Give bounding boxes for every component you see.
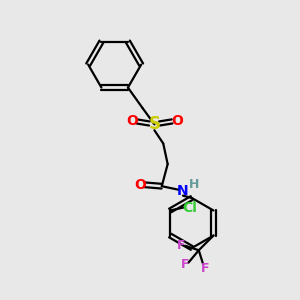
Text: S: S	[148, 116, 160, 134]
Text: H: H	[189, 178, 200, 191]
Text: Cl: Cl	[182, 200, 197, 214]
Text: O: O	[171, 114, 183, 128]
Text: F: F	[177, 239, 185, 252]
Text: F: F	[181, 259, 189, 272]
Text: O: O	[134, 178, 146, 192]
Text: O: O	[126, 114, 138, 128]
Text: F: F	[200, 262, 209, 275]
Text: N: N	[177, 184, 189, 198]
